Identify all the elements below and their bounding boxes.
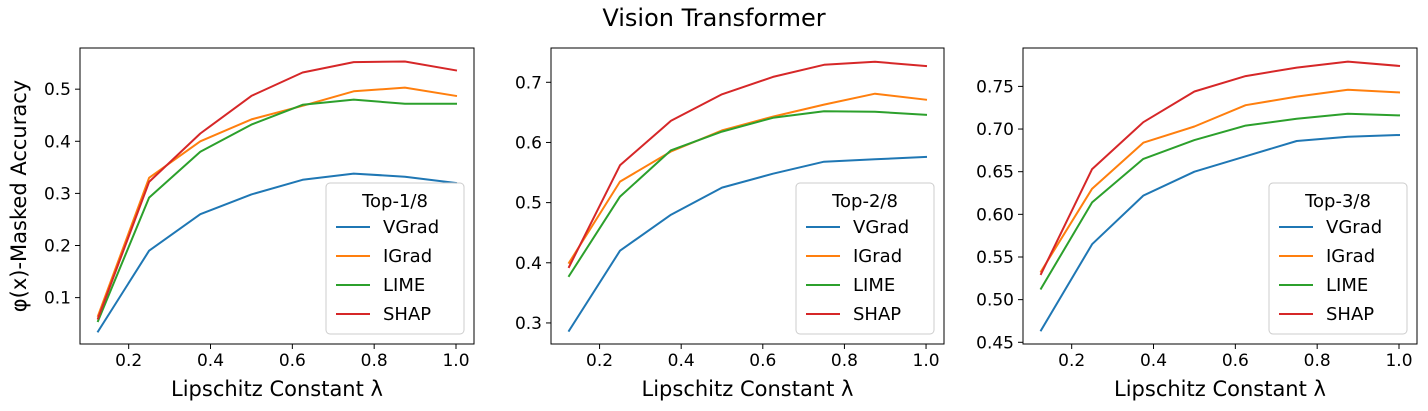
legend-label-igrad: IGrad xyxy=(1326,246,1375,267)
legend-title: Top-1/8 xyxy=(361,191,428,212)
legend-label-vgrad: VGrad xyxy=(383,217,439,238)
series-line-vgrad xyxy=(1039,133,1401,332)
series-line-vgrad xyxy=(567,155,928,333)
x-tick-label: 0.4 xyxy=(668,351,695,371)
series-line-lime xyxy=(1039,112,1401,290)
plot-frame xyxy=(1022,47,1418,345)
x-tick-label: 0.2 xyxy=(115,351,142,371)
legend-label-shap: SHAP xyxy=(383,304,431,325)
x-tick-label: 1.0 xyxy=(1385,351,1412,371)
x-tick-label: 0.8 xyxy=(831,351,858,371)
y-tick-label: 0.5 xyxy=(44,80,71,100)
series-line-shap xyxy=(567,60,928,269)
legend-label-vgrad: VGrad xyxy=(853,217,909,238)
y-tick-label: 0.1 xyxy=(44,289,71,309)
legend: Top-3/8 VGrad IGrad LIME SHAP xyxy=(1268,182,1408,335)
x-tick-label: 0.6 xyxy=(749,351,776,371)
y-tick-label: 0.55 xyxy=(976,248,1014,268)
y-tick-label: 0.4 xyxy=(44,132,71,152)
x-tick-label: 0.4 xyxy=(197,351,224,371)
y-tick-label: 0.7 xyxy=(515,73,542,93)
y-tick-label: 0.4 xyxy=(515,254,542,274)
legend-box xyxy=(1268,182,1408,335)
x-tick-label: 1.0 xyxy=(913,351,940,371)
x-tick-label: 0.6 xyxy=(1222,351,1249,371)
x-tick-label: 0.8 xyxy=(1304,351,1331,371)
chart-panel-3: 0.2 0.4 0.6 0.8 1.0 0.45 0.50 0.55 0.60 0.65 0.70 0… xyxy=(976,47,1418,401)
y-tick-label: 0.75 xyxy=(976,77,1014,97)
series-line-vgrad xyxy=(96,172,458,333)
chart-panel-2: 0.2 0.4 0.6 0.8 1.0 0.3 0.4 0.5 0.6 0.7 Lipschitz … xyxy=(515,47,945,401)
series-line-lime xyxy=(567,110,928,278)
legend-label-shap: SHAP xyxy=(1326,304,1374,325)
y-tick-label: 0.5 xyxy=(515,194,542,214)
legend-title: Top-3/8 xyxy=(1304,191,1371,212)
series-line-igrad xyxy=(567,92,928,265)
x-tick-label: 1.0 xyxy=(442,351,469,371)
y-axis-label: φ(x)-Masked Accuracy xyxy=(7,80,31,312)
y-tick-label: 0.3 xyxy=(44,184,71,204)
legend-label-lime: LIME xyxy=(383,275,425,296)
x-axis-label: Lipschitz Constant λ xyxy=(1114,377,1326,401)
legend: Top-1/8 VGrad IGrad LIME SHAP xyxy=(325,182,465,335)
chart-panel-1: 0.2 0.4 0.6 0.8 1.0 0.1 0.2 0.3 0.4 0.5 Lipschitz … xyxy=(7,47,475,401)
legend-label-shap: SHAP xyxy=(853,304,901,325)
y-tick-label: 0.50 xyxy=(976,291,1014,311)
x-axis-label: Lipschitz Constant λ xyxy=(642,377,854,401)
y-tick-label: 0.45 xyxy=(976,333,1014,353)
x-tick-label: 0.4 xyxy=(1140,351,1167,371)
x-tick-label: 0.8 xyxy=(361,351,388,371)
plot-frame xyxy=(79,47,475,345)
y-tick-label: 0.60 xyxy=(976,205,1014,225)
series-line-shap xyxy=(96,60,458,320)
series-line-shap xyxy=(1039,60,1401,276)
legend-label-vgrad: VGrad xyxy=(1326,217,1382,238)
y-tick-label: 0.70 xyxy=(976,120,1014,140)
y-tick-label: 0.6 xyxy=(515,133,542,153)
legend-box xyxy=(325,182,465,335)
series-line-lime xyxy=(96,98,457,323)
legend-title: Top-2/8 xyxy=(831,191,898,212)
y-tick-label: 0.2 xyxy=(44,237,71,257)
legend-label-lime: LIME xyxy=(1326,275,1368,296)
x-tick-label: 0.2 xyxy=(1058,351,1085,371)
series-line-igrad xyxy=(96,86,458,318)
x-axis-label: Lipschitz Constant λ xyxy=(171,377,383,401)
legend-box xyxy=(795,182,935,335)
legend: Top-2/8 VGrad IGrad LIME SHAP xyxy=(795,182,935,335)
y-tick-label: 0.3 xyxy=(515,314,542,334)
x-tick-label: 0.2 xyxy=(586,351,613,371)
legend-label-lime: LIME xyxy=(853,275,895,296)
legend-label-igrad: IGrad xyxy=(383,246,432,267)
series-line-igrad xyxy=(1039,88,1401,273)
legend-label-igrad: IGrad xyxy=(853,246,902,267)
x-tick-label: 0.6 xyxy=(279,351,306,371)
y-tick-label: 0.65 xyxy=(976,163,1014,183)
plot-frame xyxy=(550,47,945,345)
figure-title: Vision Transformer xyxy=(602,4,826,32)
